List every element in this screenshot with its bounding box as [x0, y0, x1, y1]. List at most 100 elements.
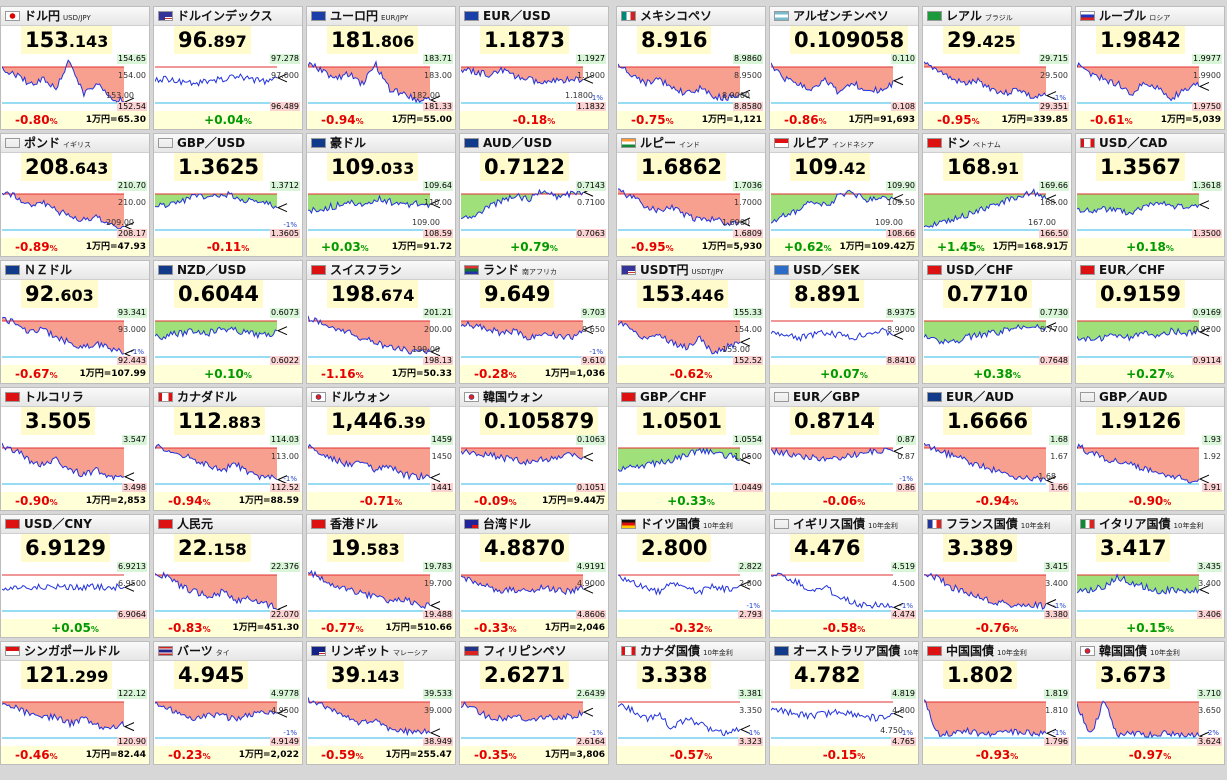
percent-sign: % [857, 498, 866, 507]
quote-card[interactable]: ドルウォン 1,446.39 1459 1450 1441 -0.71% [306, 387, 456, 511]
quote-card[interactable]: 人民元 22.158 22.376 22.070 -0.83% 1万円=451.… [153, 514, 303, 638]
price-int: 8.916 [641, 28, 708, 52]
quote-card[interactable]: ドルインデックス 96.897 +1% 97.278 97.000 96.489… [153, 6, 303, 130]
change-pct: -0.23% [168, 747, 211, 764]
quote-card[interactable]: オーストラリア国債10年金利 4.782 4.819 4.800 4.750 4… [769, 641, 919, 765]
quote-card[interactable]: USD／CAD 1.3567 +1% 1.3618 1.3500 +0.18% [1075, 133, 1225, 257]
price-dec: .583 [360, 540, 400, 559]
change-pct: +0.18% [1076, 239, 1224, 256]
change-area [461, 575, 583, 595]
change-value: -0.11 [206, 240, 242, 254]
price-line [155, 571, 278, 610]
quote-card[interactable]: レアル ブラジル 29.425 29.715 29.500 29.351 -1% … [922, 6, 1072, 130]
card-footer: -0.86% 1万円=91,693 [770, 111, 918, 129]
mid-label: 183.00 [424, 71, 452, 80]
quote-card[interactable]: カナダドル 112.883 114.03 113.00 112.52 -1% -… [153, 387, 303, 511]
card-footer: -0.23% 1万円=2,022 [154, 746, 302, 764]
quote-card[interactable]: 豪ドル 109.033 109.64 110.00 109.00 108.59 … [306, 133, 456, 257]
low-label: 152.54 [117, 102, 147, 112]
high-label: 0.6073 [270, 308, 300, 318]
change-value: -0.28 [474, 367, 509, 381]
quote-card[interactable]: ＮＺドル 92.603 93.341 93.000 92.443 -1% -0.… [0, 260, 150, 384]
card-footer: -0.77% 1万円=510.66 [307, 619, 455, 637]
price-dec: .897 [207, 32, 247, 51]
quote-card[interactable]: NZD／USD 0.6044 +1% 0.6073 0.6022 +0.10% [153, 260, 303, 384]
price-value: 1,446.39 [327, 407, 430, 435]
quote-card[interactable]: 韓国ウォン 0.105879 0.1063 0.1051 -0.09% 1万円=… [459, 387, 609, 511]
mid-label: 39.000 [424, 706, 452, 715]
quote-card[interactable]: ユーロ円 EUR/JPY 181.806 183.71 183.00 182.00… [306, 6, 456, 130]
mini-chart-svg [771, 62, 904, 104]
quote-card[interactable]: 台湾ドル 4.8870 4.9191 4.9000 4.8606 -0.33% … [459, 514, 609, 638]
quote-card[interactable]: USD／SEK 8.891 +1% 8.9375 8.9000 8.8410 +… [769, 260, 919, 384]
mini-chart [461, 305, 607, 365]
quote-card[interactable]: USDT円 USDT/JPY 153.446 155.33 154.00 153.… [616, 260, 766, 384]
current-price-marker [429, 601, 441, 610]
quote-card[interactable]: ルピア インドネシア 109.42 109.90 109.50 109.00 10… [769, 133, 919, 257]
mini-chart [308, 432, 454, 492]
mini-chart [1077, 305, 1223, 365]
quote-card[interactable]: スイスフラン 198.674 201.21 200.00 199.00 198.… [306, 260, 456, 384]
mini-chart-svg [771, 446, 904, 485]
quote-card[interactable]: トルコリラ 3.505 3.547 3.498 -0.90% 1万円=2,853 [0, 387, 150, 511]
quote-card[interactable]: ドル円 USD/JPY 153.143 154.65 154.00 153.00 … [0, 6, 150, 130]
quote-card[interactable]: ルーブル ロシア 1.9842 1.9977 1.9900 1.9750 -0.6… [1075, 6, 1225, 130]
change-pct: -0.76% [923, 620, 1071, 637]
low-label: 29.351 [1039, 102, 1069, 112]
instrument-name: バーツ [177, 644, 213, 658]
card-footer: -0.59% 1万円=255.47 [307, 746, 455, 764]
flag-icon [621, 265, 636, 275]
quote-card[interactable]: 韓国国債 10年金利 3.673 3.710 3.650 3.624 -2% -0… [1075, 641, 1225, 765]
price-int: 4.476 [794, 536, 861, 560]
change-pct: -0.75% [631, 112, 674, 129]
quote-card[interactable]: 中国国債 10年金利 1.802 1.819 1.810 1.796 -1% -0… [922, 641, 1072, 765]
quote-card[interactable]: GBP／CHF 1.0501 +1% 1.0554 1.0500 1.0449 … [616, 387, 766, 511]
quote-card[interactable]: ドン ベトナム 168.91 169.66 168.00 167.00 166.5… [922, 133, 1072, 257]
mini-chart [461, 686, 607, 746]
unit-conversion: 1万円=109.42万 [839, 242, 915, 252]
current-price-marker [1198, 474, 1210, 484]
quote-card[interactable]: アルゼンチンペソ 0.109058 0.110 0.108 -0.86% 1万円… [769, 6, 919, 130]
instrument-name: GBP／USD [177, 136, 246, 150]
quote-card[interactable]: ルピー インド 1.6862 1.7036 1.7000 1.6900 1.680… [616, 133, 766, 257]
percent-sign: % [49, 752, 58, 761]
quote-card[interactable]: ランド 南アフリカ 9.649 9.703 9.650 9.610 -1% -0.… [459, 260, 609, 384]
quote-card[interactable]: USD／CNY 6.9129 6.9213 6.9500 6.9064 +0.0… [0, 514, 150, 638]
quote-card[interactable]: ポンド イギリス 208.643 210.70 210.00 209.00 208… [0, 133, 150, 257]
quote-card[interactable]: GBP／USD 1.3625 1.3712 1.3605 -1% -0.11% [153, 133, 303, 257]
quote-card[interactable]: 香港ドル 19.583 19.783 19.700 19.488 -0.77% … [306, 514, 456, 638]
percent-sign: % [90, 625, 99, 634]
instrument-name: 豪ドル [330, 136, 367, 150]
quote-card[interactable]: フランス国債 10年金利 3.389 3.415 3.400 3.380 -1% … [922, 514, 1072, 638]
quote-card[interactable]: フィリピンペソ 2.6271 2.6439 2.6164 -1% -0.35% … [459, 641, 609, 765]
quote-card[interactable]: AUD／USD 0.7122 0.7143 0.7100 0.7063 +0.7… [459, 133, 609, 257]
quote-card[interactable]: USD／CHF 0.7710 +1% 0.7730 0.7700 0.7648 … [922, 260, 1072, 384]
quote-card[interactable]: EUR／GBP 0.8714 0.87 0.87 0.86 -1% -0.06% [769, 387, 919, 511]
quote-card[interactable]: カナダ国債 10年金利 3.338 3.381 3.350 3.323 -1% -… [616, 641, 766, 765]
unit-conversion: 1万円=91.72 [391, 242, 452, 252]
change-pct: -0.94% [168, 493, 211, 510]
quote-card[interactable]: シンガポールドル 121.299 122.12 120.90 -0.46% 1万… [0, 641, 150, 765]
quote-card[interactable]: EUR／USD 1.1873 1.1927 1.1900 1.1800 1.18… [459, 6, 609, 130]
price-line [618, 574, 741, 596]
price-int: 0.109058 [794, 28, 905, 52]
mid-label: 3.400 [1045, 579, 1068, 588]
low-label: 3.380 [1044, 610, 1069, 620]
flag-icon [158, 646, 173, 656]
percent-sign: % [243, 371, 252, 380]
quote-card[interactable]: バーツ タイ 4.945 4.9778 4.9500 4.9149 -1% -0.… [153, 641, 303, 765]
price-value: 109.033 [327, 153, 419, 181]
quote-card[interactable]: リンギット マレーシア 39.143 39.533 39.000 38.949 -… [306, 641, 456, 765]
instrument-name: USD／CAD [1099, 136, 1168, 150]
low-label: 1.6809 [733, 229, 763, 239]
price-line [2, 316, 125, 355]
quote-card[interactable]: EUR／AUD 1.6666 1.68 1.67 1.68 1.66 -0.94… [922, 387, 1072, 511]
quote-card[interactable]: イギリス国債 10年金利 4.476 4.519 4.500 4.474 -1% … [769, 514, 919, 638]
quote-card[interactable]: メキシコペソ 8.916 8.9860 8.9500 8.9000 8.8580… [616, 6, 766, 130]
quote-card[interactable]: GBP／AUD 1.9126 1.93 1.92 1.91 -0.90% [1075, 387, 1225, 511]
mini-chart-svg [461, 574, 594, 612]
change-pct: -0.93% [923, 747, 1071, 764]
quote-card[interactable]: ドイツ国債 10年金利 2.800 2.822 2.800 2.793 -1% -… [616, 514, 766, 638]
quote-card[interactable]: EUR／CHF 0.9159 0.9169 0.9200 0.9114 +0.2… [1075, 260, 1225, 384]
